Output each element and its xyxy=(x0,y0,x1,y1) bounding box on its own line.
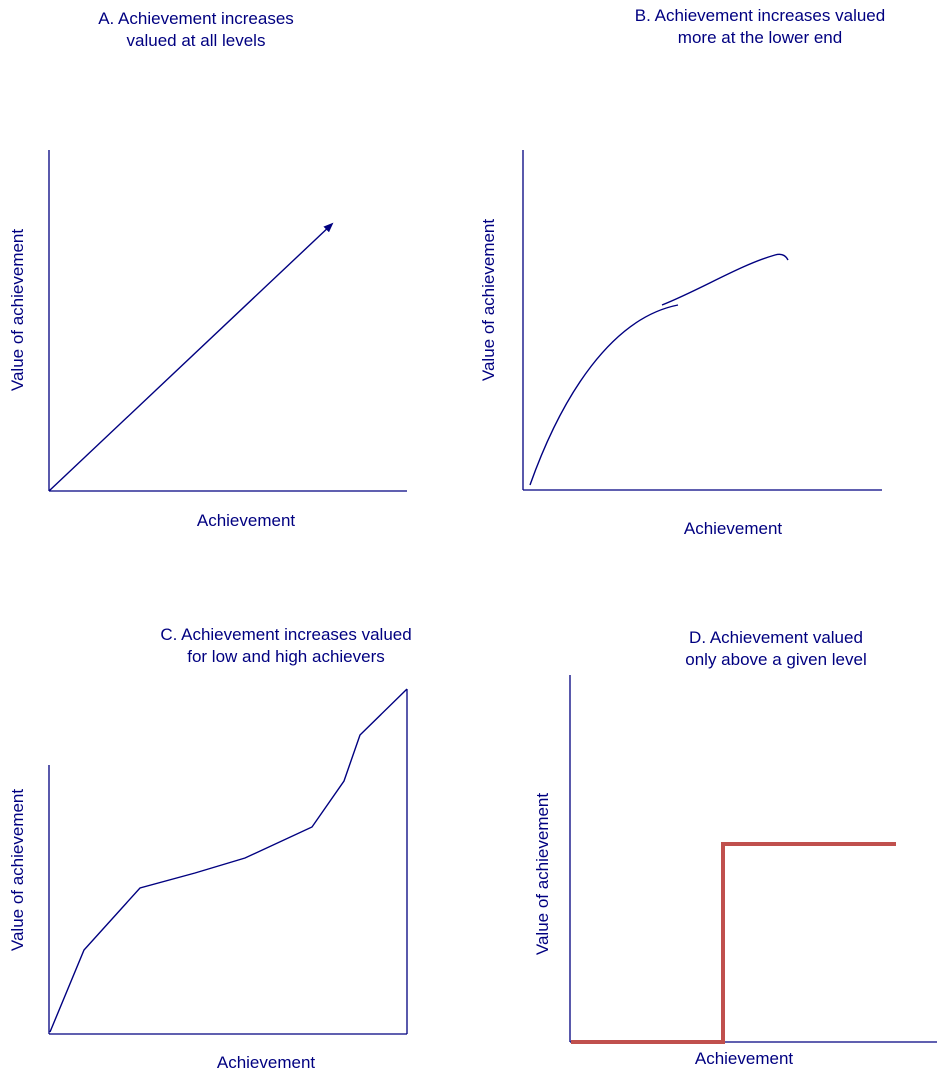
panel-c-xlabel: Achievement xyxy=(216,1053,316,1072)
panel-a-arrow-line xyxy=(48,222,334,492)
panel-a-title-line2: valued at all levels xyxy=(126,31,266,50)
panel-c-title: C. Achievement increases valued for low … xyxy=(160,624,411,668)
panel-b-title-line2: more at the lower end xyxy=(677,28,843,47)
panel-a-title-line1: A. Achievement increases xyxy=(98,9,294,28)
panel-d-title-line1: D. Achievement valued xyxy=(689,628,863,647)
panel-b-curve-upper xyxy=(661,253,789,306)
panel-c-curve xyxy=(49,688,408,1033)
panel-d-graph xyxy=(569,675,937,1044)
panel-d-title-line2: only above a given level xyxy=(685,650,867,669)
panel-a-title: A. Achievement increases valued at all l… xyxy=(98,8,294,52)
panel-b-title-line1: B. Achievement increases valued xyxy=(634,6,886,25)
panel-a-graph xyxy=(48,150,407,492)
panel-b-xlabel: Achievement xyxy=(683,519,783,538)
panel-b-curve-lower xyxy=(529,304,679,486)
panel-c-title-line1: C. Achievement increases valued xyxy=(160,625,412,644)
panel-c-title-line2: for low and high achievers xyxy=(187,647,385,666)
panel-d-xlabel: Achievement xyxy=(694,1049,794,1068)
panel-c-graph xyxy=(48,688,408,1035)
panel-d-title: D. Achievement valued only above a given… xyxy=(685,627,866,671)
panel-b-graph xyxy=(522,150,882,491)
panel-d-step-curve xyxy=(571,842,896,1044)
panel-b-title: B. Achievement increases valued more at … xyxy=(635,5,885,49)
panel-a-xlabel: Achievement xyxy=(196,511,296,530)
